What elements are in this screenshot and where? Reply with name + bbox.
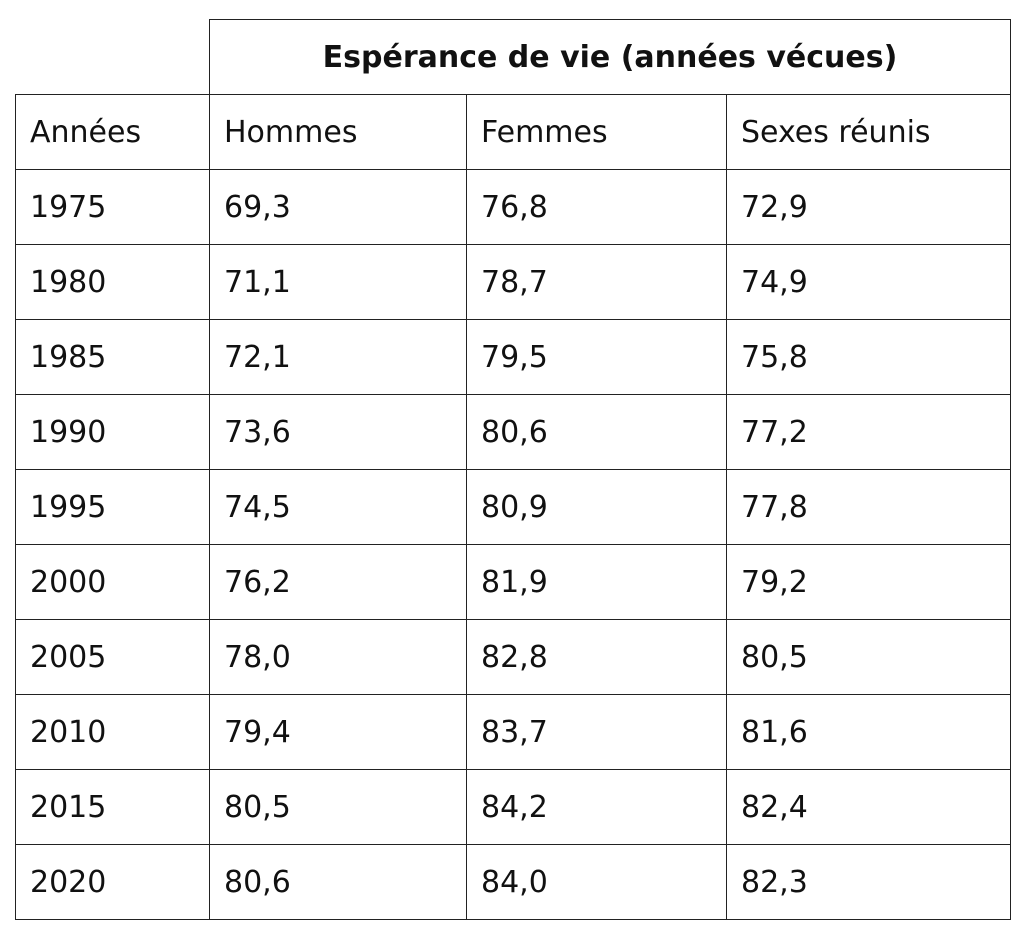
both-sexes-cell: 77,8: [726, 469, 1011, 545]
both-sexes-cell: 77,2: [726, 394, 1011, 470]
table-row: 1980 71,1 78,7 74,9: [15, 244, 1011, 320]
table-title-row: Espérance de vie (années vécues): [15, 19, 1011, 95]
column-header-row: Années Hommes Femmes Sexes réunis: [15, 94, 1011, 170]
women-cell: 84,2: [466, 769, 727, 845]
men-cell: 69,3: [209, 169, 467, 245]
table-title: Espérance de vie (années vécues): [209, 19, 1011, 95]
year-cell: 1985: [15, 319, 210, 395]
year-cell: 2020: [15, 844, 210, 920]
blank-corner-cell: [15, 19, 210, 95]
women-cell: 79,5: [466, 319, 727, 395]
both-sexes-cell: 72,9: [726, 169, 1011, 245]
both-sexes-cell: 75,8: [726, 319, 1011, 395]
both-sexes-cell: 82,4: [726, 769, 1011, 845]
women-cell: 82,8: [466, 619, 727, 695]
year-cell: 2005: [15, 619, 210, 695]
table-row: 1990 73,6 80,6 77,2: [15, 394, 1011, 470]
men-cell: 73,6: [209, 394, 467, 470]
table-row: 2010 79,4 83,7 81,6: [15, 694, 1011, 770]
table-row: 2005 78,0 82,8 80,5: [15, 619, 1011, 695]
year-cell: 1995: [15, 469, 210, 545]
men-cell: 79,4: [209, 694, 467, 770]
men-cell: 76,2: [209, 544, 467, 620]
table-row: 2000 76,2 81,9 79,2: [15, 544, 1011, 620]
table-row: 2020 80,6 84,0 82,3: [15, 844, 1011, 920]
both-sexes-cell: 82,3: [726, 844, 1011, 920]
women-cell: 76,8: [466, 169, 727, 245]
year-cell: 2000: [15, 544, 210, 620]
year-cell: 1975: [15, 169, 210, 245]
both-sexes-cell: 79,2: [726, 544, 1011, 620]
men-cell: 78,0: [209, 619, 467, 695]
table-row: 1975 69,3 76,8 72,9: [15, 169, 1011, 245]
men-cell: 80,5: [209, 769, 467, 845]
column-header-women: Femmes: [466, 94, 727, 170]
women-cell: 80,6: [466, 394, 727, 470]
women-cell: 84,0: [466, 844, 727, 920]
women-cell: 81,9: [466, 544, 727, 620]
men-cell: 72,1: [209, 319, 467, 395]
women-cell: 80,9: [466, 469, 727, 545]
men-cell: 71,1: [209, 244, 467, 320]
year-cell: 2015: [15, 769, 210, 845]
women-cell: 78,7: [466, 244, 727, 320]
women-cell: 83,7: [466, 694, 727, 770]
column-header-both-sexes: Sexes réunis: [726, 94, 1011, 170]
both-sexes-cell: 74,9: [726, 244, 1011, 320]
column-header-men: Hommes: [209, 94, 467, 170]
both-sexes-cell: 80,5: [726, 619, 1011, 695]
year-cell: 2010: [15, 694, 210, 770]
men-cell: 74,5: [209, 469, 467, 545]
life-expectancy-table: Espérance de vie (années vécues) Années …: [15, 19, 1011, 920]
column-header-years: Années: [15, 94, 210, 170]
table-row: 1985 72,1 79,5 75,8: [15, 319, 1011, 395]
men-cell: 80,6: [209, 844, 467, 920]
year-cell: 1980: [15, 244, 210, 320]
both-sexes-cell: 81,6: [726, 694, 1011, 770]
year-cell: 1990: [15, 394, 210, 470]
table-row: 1995 74,5 80,9 77,8: [15, 469, 1011, 545]
table-row: 2015 80,5 84,2 82,4: [15, 769, 1011, 845]
